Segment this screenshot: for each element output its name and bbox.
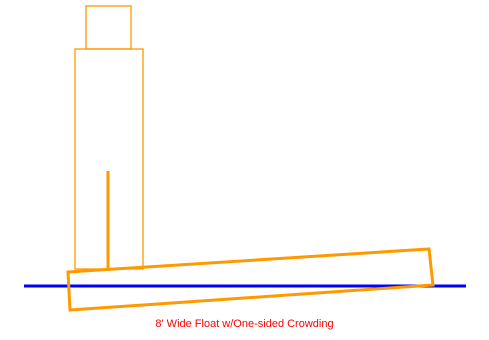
tilted-float — [66, 247, 435, 312]
tower-top-block — [85, 5, 132, 50]
diagram-caption: 8' Wide Float w/One-sided Crowding — [155, 318, 334, 330]
